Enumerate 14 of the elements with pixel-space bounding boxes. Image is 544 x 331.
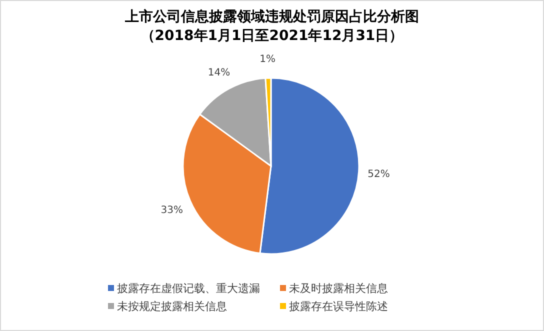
data-label: 14% bbox=[208, 67, 230, 78]
chart-title: 上市公司信息披露领域违规处罚原因占比分析图 bbox=[124, 8, 419, 25]
data-label: 1% bbox=[260, 54, 276, 66]
legend-label: 披露存在误导性陈述 bbox=[289, 300, 388, 313]
pie-slice bbox=[259, 77, 360, 255]
pie-slice bbox=[264, 77, 272, 167]
pie-slice bbox=[199, 77, 272, 167]
legend-label: 未及时披露相关信息 bbox=[289, 282, 388, 295]
data-label: 33% bbox=[160, 204, 183, 216]
legend-label: 未按规定披露相关信息 bbox=[117, 300, 227, 313]
legend-label: 披露存在虚假记载、重大遗漏 bbox=[117, 282, 260, 295]
pie-slice bbox=[182, 114, 272, 254]
chart-subtitle: （2018年1月1日至2021年12月31日） bbox=[140, 28, 404, 44]
data-label: 52% bbox=[368, 168, 390, 180]
